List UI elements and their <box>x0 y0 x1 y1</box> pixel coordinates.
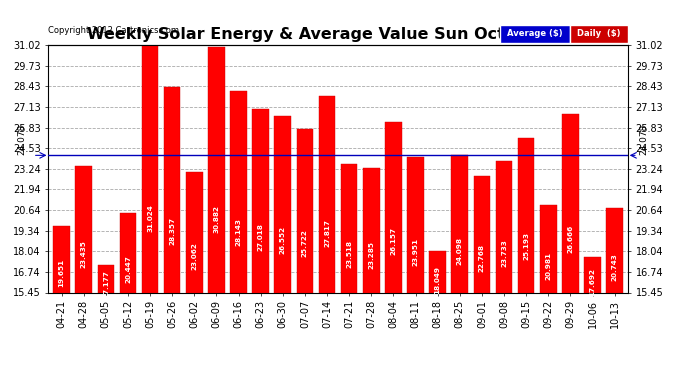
Text: 18.049: 18.049 <box>435 266 441 294</box>
Bar <box>518 138 535 292</box>
Bar <box>429 251 446 292</box>
Text: 19.651: 19.651 <box>59 258 65 286</box>
Bar <box>451 155 468 292</box>
Bar <box>607 209 623 292</box>
Bar <box>473 176 490 292</box>
Bar <box>584 257 601 292</box>
Text: 23.285: 23.285 <box>368 241 374 269</box>
Text: 23.518: 23.518 <box>346 240 352 268</box>
Text: 28.357: 28.357 <box>169 217 175 245</box>
Bar <box>97 265 114 292</box>
Bar <box>186 171 203 292</box>
Bar <box>297 129 313 292</box>
Text: 17.692: 17.692 <box>589 268 595 296</box>
Bar <box>495 161 512 292</box>
Text: 22.768: 22.768 <box>479 244 485 272</box>
Bar <box>141 45 159 292</box>
Title: Weekly Solar Energy & Average Value Sun Oct 14 07:55: Weekly Solar Energy & Average Value Sun … <box>87 27 589 42</box>
Text: 23.733: 23.733 <box>501 239 507 267</box>
Text: 24.078: 24.078 <box>17 124 26 155</box>
Text: 26.666: 26.666 <box>567 225 573 253</box>
Bar <box>540 205 557 292</box>
Bar <box>341 164 357 292</box>
Text: 27.018: 27.018 <box>257 224 264 251</box>
Bar <box>319 96 335 292</box>
Text: 27.817: 27.817 <box>324 220 330 248</box>
Text: 30.882: 30.882 <box>213 205 219 233</box>
Text: 24.078: 24.078 <box>639 124 648 155</box>
Bar <box>119 213 136 292</box>
Bar <box>385 122 402 292</box>
Bar <box>53 226 70 292</box>
Text: 26.157: 26.157 <box>391 228 397 255</box>
Bar <box>75 166 92 292</box>
Bar <box>208 47 225 292</box>
Text: 20.743: 20.743 <box>611 254 618 281</box>
Text: 23.951: 23.951 <box>413 238 419 266</box>
Text: 20.981: 20.981 <box>545 252 551 280</box>
Text: 17.177: 17.177 <box>103 270 109 298</box>
Text: 23.062: 23.062 <box>191 242 197 270</box>
Bar <box>253 109 269 292</box>
FancyBboxPatch shape <box>570 25 628 42</box>
Text: 25.193: 25.193 <box>523 232 529 260</box>
Text: 28.143: 28.143 <box>235 218 242 246</box>
Bar <box>164 87 181 292</box>
Bar <box>275 116 291 292</box>
Bar <box>363 168 380 292</box>
Bar <box>407 158 424 292</box>
Bar <box>230 91 247 292</box>
Text: 20.447: 20.447 <box>125 255 131 282</box>
Text: 25.722: 25.722 <box>302 230 308 258</box>
Text: 31.024: 31.024 <box>147 204 153 232</box>
Text: 26.552: 26.552 <box>279 225 286 254</box>
Text: 24.098: 24.098 <box>457 237 463 265</box>
Text: Daily  ($): Daily ($) <box>577 29 621 38</box>
Bar <box>562 114 579 292</box>
FancyBboxPatch shape <box>500 25 570 42</box>
Text: Copyright 2012 Cartronics.com: Copyright 2012 Cartronics.com <box>48 26 179 35</box>
Text: Average ($): Average ($) <box>507 29 563 38</box>
Text: 23.435: 23.435 <box>81 240 87 268</box>
